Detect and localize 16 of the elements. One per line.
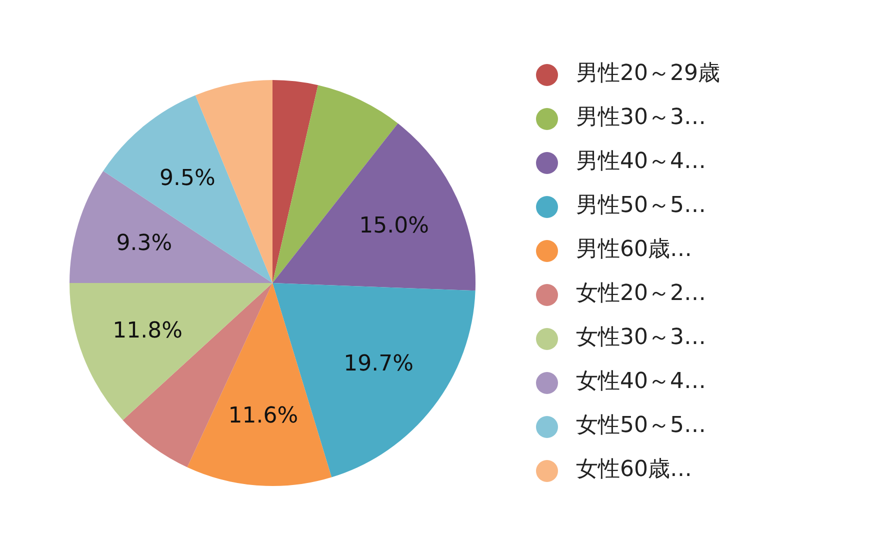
legend-label: 女性30～3… bbox=[576, 325, 707, 350]
data-label: 15.0% bbox=[359, 213, 430, 238]
data-label: 19.7% bbox=[344, 352, 414, 377]
legend-label: 男性30～3… bbox=[576, 105, 707, 130]
legend-label: 男性20～29歳 bbox=[576, 61, 721, 86]
legend-label: 男性50～5… bbox=[576, 193, 707, 218]
data-label: 9.5% bbox=[159, 166, 216, 192]
legend-label: 女性50～5… bbox=[576, 413, 707, 438]
legend-label: 女性20～2… bbox=[576, 281, 707, 306]
legend-label: 女性60歳… bbox=[576, 457, 693, 482]
data-label: 11.6% bbox=[228, 403, 298, 428]
legend-label: 男性60歳… bbox=[576, 237, 693, 262]
legend-label: 男性40～4… bbox=[576, 149, 707, 174]
data-label: 11.8% bbox=[112, 318, 183, 344]
data-label: 9.3% bbox=[116, 231, 172, 256]
legend-label: 女性40～4… bbox=[576, 369, 707, 394]
